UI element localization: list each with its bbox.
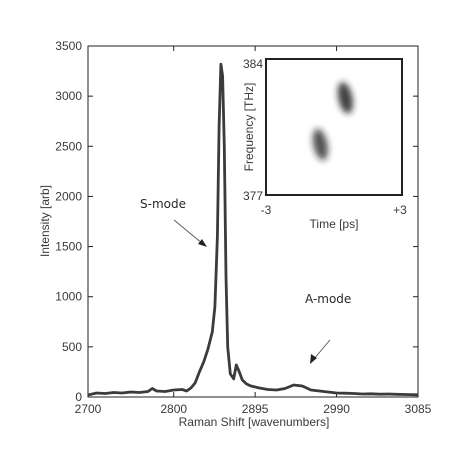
x-tick-label: 2700 — [75, 402, 102, 416]
y-tick-label: 3500 — [55, 39, 82, 53]
x-tick-label: 2990 — [323, 402, 350, 416]
inset-blobs — [312, 82, 353, 161]
x-tick-label: 2895 — [242, 402, 269, 416]
y-tick-label: 2500 — [55, 139, 82, 153]
y-tick-label: 500 — [62, 340, 82, 354]
x-tick-label: 2800 — [160, 402, 187, 416]
y-axis-label: Intensity [arb] — [38, 185, 52, 257]
inset-y-tick-min: 377 — [243, 189, 263, 203]
y-tick-label: 1000 — [55, 290, 82, 304]
y-tick-label: 0 — [75, 390, 82, 404]
inset-y-tick-max: 384 — [243, 57, 263, 71]
inset-frame — [265, 58, 403, 196]
x-axis-ticks: 2700 2800 2895 2990 3085 — [75, 46, 432, 416]
inset-blob — [312, 128, 329, 161]
inset-y-label: Frequency [THz] — [242, 83, 256, 172]
s-mode-label: S-mode — [140, 197, 186, 211]
spectrum-line — [87, 62, 419, 397]
main-plot-frame — [87, 45, 419, 398]
inset-x-tick-min: -3 — [261, 203, 272, 217]
y-tick-label: 3000 — [55, 89, 82, 103]
s-mode-arrow — [173, 219, 207, 247]
y-axis-ticks: 0 500 1000 1500 2000 2500 3000 3500 — [55, 39, 418, 404]
inset-background — [266, 59, 402, 195]
a-mode-arrow — [310, 339, 331, 364]
x-axis-label: Raman Shift [wavenumbers] — [179, 415, 330, 429]
inset-blob — [337, 82, 353, 114]
x-tick-label: 3085 — [405, 402, 432, 416]
inset-heatmap: -3 +3 384 377 Time [ps] Frequency [THz] — [242, 57, 407, 231]
inset-x-tick-max: +3 — [393, 203, 407, 217]
inset-x-label: Time [ps] — [310, 217, 359, 231]
a-mode-label: A-mode — [305, 292, 351, 306]
y-tick-label: 1500 — [55, 240, 82, 254]
y-tick-label: 2000 — [55, 189, 82, 203]
